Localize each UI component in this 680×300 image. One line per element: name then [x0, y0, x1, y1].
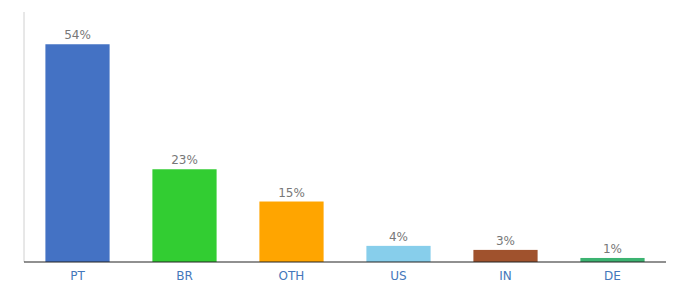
chart: 54% 23% 15% 4% 3% 1% PT BR OTH US IN DE	[0, 0, 680, 300]
bar	[366, 246, 430, 262]
data-label: 1%	[603, 242, 622, 256]
x-axis-line	[24, 261, 666, 262]
data-label: 15%	[278, 186, 305, 200]
data-label: 54%	[64, 28, 91, 42]
x-tick-label: IN	[499, 269, 512, 283]
bar	[580, 258, 644, 262]
x-tick-label: OTH	[279, 269, 305, 283]
x-tick-label: PT	[70, 269, 85, 283]
bar	[473, 250, 537, 262]
chart-container: 54% 23% 15% 4% 3% 1% PT BR OTH US IN DE	[0, 0, 680, 300]
bar	[45, 44, 109, 262]
bars	[45, 44, 644, 262]
data-label: 23%	[171, 153, 198, 167]
x-tick-label: DE	[604, 269, 621, 283]
data-label: 3%	[496, 234, 515, 248]
x-tick-label: US	[390, 269, 406, 283]
bar	[152, 169, 216, 262]
x-tick-label: BR	[176, 269, 193, 283]
data-label: 4%	[389, 230, 408, 244]
bar	[259, 202, 323, 262]
y-axis-line	[24, 12, 25, 262]
